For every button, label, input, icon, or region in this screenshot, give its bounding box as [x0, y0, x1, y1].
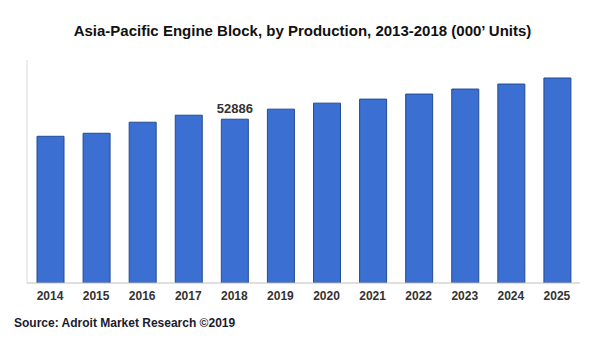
html-text:Asia-Pacific Engine Block, by: Asia-Pacific Engine Block, by Production… [73, 22, 532, 39]
svg-text:2022: 2022 [405, 289, 432, 303]
svg-text:2016: 2016 [129, 289, 156, 303]
svg-text:2024: 2024 [498, 289, 525, 303]
svg-text:2018: 2018 [221, 289, 248, 303]
html-text:Source: Adroit Market Research: Source: Adroit Market Research ©2019 [14, 316, 236, 330]
svg-text:2014: 2014 [37, 289, 64, 303]
svg-text:2025: 2025 [544, 289, 571, 303]
svg-text:2020: 2020 [313, 289, 340, 303]
svg-text:2017: 2017 [175, 289, 202, 303]
svg-text:52886: 52886 [217, 101, 253, 116]
svg-text:2021: 2021 [359, 289, 386, 303]
svg-text:2015: 2015 [83, 289, 110, 303]
svg-text:2023: 2023 [451, 289, 478, 303]
svg-text:2019: 2019 [267, 289, 294, 303]
